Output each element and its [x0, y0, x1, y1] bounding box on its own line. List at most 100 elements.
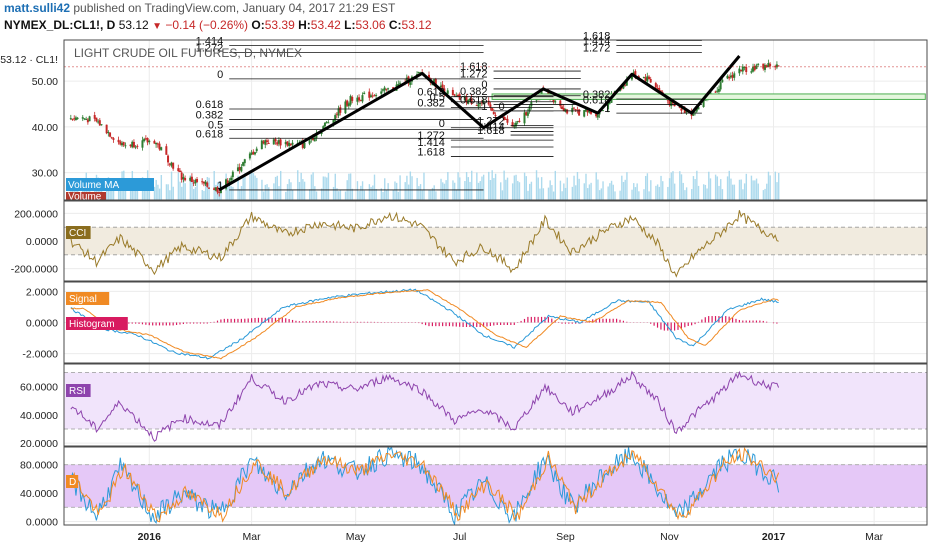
candle-body [260, 140, 263, 150]
volume-bar [598, 190, 601, 200]
volume-bar [360, 185, 362, 200]
candle-body [323, 122, 326, 127]
volume-bar [157, 184, 159, 200]
y-tick-label: 40.0000 [20, 410, 58, 422]
volume-bar [622, 181, 625, 200]
indicator-label-signal: Signal [69, 294, 97, 305]
volume-bar [428, 190, 430, 200]
high-label: H: [298, 18, 311, 32]
y-tick-label: -200.0000 [11, 264, 58, 276]
candle-body [625, 79, 628, 86]
volume-bar [262, 191, 265, 200]
candle-body [586, 109, 589, 113]
volume-bar [506, 177, 509, 200]
candle-body [228, 180, 231, 183]
volume-bar [203, 190, 205, 200]
volume-bar [673, 183, 676, 200]
volume-bar [696, 170, 698, 200]
candle-body [339, 107, 342, 113]
candle-body [264, 140, 267, 145]
candle-body [262, 141, 265, 144]
candle-body [659, 90, 662, 92]
volume-bar [419, 184, 422, 200]
candle-body [276, 142, 279, 145]
candle-body [122, 142, 125, 146]
stoch-d-line [70, 446, 780, 523]
candle-body [765, 65, 768, 68]
volume-bar [706, 188, 708, 200]
candle-body [160, 147, 163, 151]
candle-body [74, 117, 77, 121]
volume-bar [709, 178, 712, 200]
candle-body [381, 89, 384, 91]
indicator-label-rsi: RSI [69, 386, 86, 397]
fib-level-label: 1.414 [477, 121, 505, 133]
volume-bar [184, 183, 186, 200]
candle-body [124, 145, 127, 147]
volume-bar [515, 174, 517, 200]
candle-body [506, 118, 509, 123]
volume-bar [384, 178, 386, 200]
volume-bar [324, 176, 326, 200]
volume-bar [291, 190, 294, 200]
volume-bar [619, 190, 621, 200]
candle-body [117, 139, 120, 143]
candle-body [566, 109, 569, 114]
volume-bar [194, 187, 197, 200]
volume-bar [465, 172, 468, 200]
volume-bar [167, 184, 169, 200]
volume-bar [348, 173, 350, 200]
volume-bar [442, 182, 444, 200]
volume-bar [766, 183, 768, 200]
volume-bar [646, 173, 649, 200]
candle-body [595, 113, 598, 117]
volume-bar [406, 175, 408, 200]
candle-body [346, 100, 349, 106]
volume-bar [643, 189, 645, 200]
volume-bar [423, 172, 425, 200]
volume-bar [278, 186, 280, 200]
candle-body [95, 117, 98, 122]
volume-bar [117, 188, 120, 200]
volume-bar [440, 178, 442, 200]
candle-body [167, 155, 170, 163]
candle-body [642, 77, 645, 79]
volume-bar [280, 170, 282, 200]
fib-level-label: 0 [439, 118, 445, 130]
volume-bar [240, 186, 243, 200]
volume-bar [119, 190, 122, 200]
candle-body [409, 82, 412, 85]
indicator-badge-signal [66, 292, 110, 305]
x-tick-label: 2016 [138, 531, 162, 543]
volume-bar [158, 188, 161, 200]
volume-bar [404, 182, 406, 200]
candle-body [226, 180, 229, 184]
volume-bar [244, 173, 246, 200]
volume-bar [718, 185, 720, 200]
volume-bar [571, 186, 574, 200]
candle-body [530, 101, 533, 107]
stoch-band [64, 464, 927, 508]
volume-bar [453, 182, 456, 200]
volume-bar [181, 186, 183, 200]
candle-body [453, 94, 456, 96]
volume-bar [551, 185, 553, 200]
candle-body [678, 106, 681, 108]
symbol-name: NYMEX_DL:CL1!, D [4, 18, 116, 32]
legend-volume-badge [66, 192, 106, 200]
candle-body [119, 141, 122, 145]
volume-bar [585, 173, 587, 200]
indicator-badge-rsi [66, 384, 91, 397]
volume-bar [266, 184, 268, 200]
volume-bar [750, 175, 753, 200]
candle-body [763, 65, 766, 70]
candle-body [351, 96, 354, 101]
candle-body [514, 122, 517, 127]
volume-bar [692, 176, 695, 200]
volume-bar [239, 189, 241, 200]
fib-level-label: 1.272 [583, 42, 611, 54]
author-link[interactable]: matt.sulli42 [4, 1, 71, 15]
volume-bar [767, 171, 770, 200]
volume-bar [576, 172, 579, 200]
